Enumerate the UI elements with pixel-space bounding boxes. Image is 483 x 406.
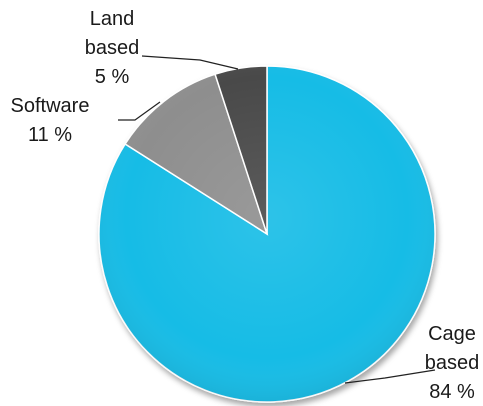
- slice-name-line: based: [425, 352, 480, 374]
- slice-label-2: Software 11 %: [11, 95, 90, 146]
- slice-value-label: 84 %: [429, 381, 475, 403]
- pie-slices: [98, 65, 436, 403]
- leader-line-1: [344, 369, 436, 384]
- slice-name-line: Software: [11, 95, 90, 117]
- slice-label-3: Land based 5 %: [85, 8, 140, 88]
- slice-name-line: based: [85, 37, 140, 59]
- leader-line-2: [118, 101, 161, 121]
- slice-name-line: Cage: [428, 323, 476, 345]
- slice-label-1: Cage based 84 %: [425, 323, 480, 403]
- leader-lines: [118, 55, 436, 384]
- slice-value-label: 11 %: [28, 124, 72, 146]
- slice-name-line: Land: [90, 8, 135, 30]
- slice-labels: Cage based 84 % Software 11 % Land based 5 %: [11, 8, 480, 403]
- leader-line-3: [141, 55, 239, 70]
- slice-value-label: 5 %: [95, 66, 130, 88]
